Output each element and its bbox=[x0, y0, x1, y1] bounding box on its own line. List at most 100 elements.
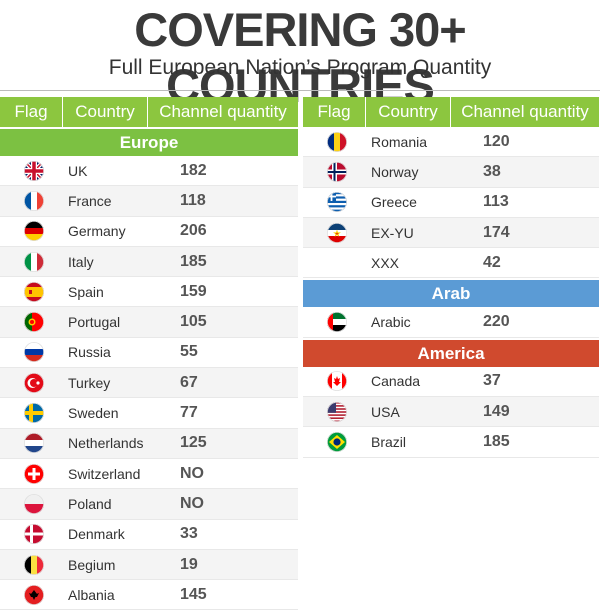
left-table-header: Flag Country Channel quantity bbox=[0, 97, 298, 127]
country-name: Sweden bbox=[68, 405, 119, 422]
denmark-flag-icon bbox=[24, 524, 44, 545]
section-europe: Europe bbox=[0, 129, 298, 156]
channel-quantity: 145 bbox=[180, 585, 207, 603]
table-row: Arabic 220 bbox=[303, 307, 599, 338]
country-name: Denmark bbox=[68, 526, 125, 543]
exyu-flag-icon bbox=[327, 222, 347, 243]
flag-cell bbox=[0, 160, 68, 181]
spain-flag-icon bbox=[24, 281, 44, 302]
page-subtitle: Full European Nation’s Program Quantity bbox=[108, 56, 492, 79]
italy-flag-icon bbox=[24, 251, 44, 272]
table-row: Italy 185 bbox=[0, 246, 298, 278]
right-table-header: Flag Country Channel quantity bbox=[303, 97, 599, 127]
flag-cell bbox=[0, 524, 68, 545]
table-row: Portugal 105 bbox=[0, 307, 298, 338]
table-row: Poland NO bbox=[0, 489, 298, 520]
table-row: Greece 113 bbox=[303, 188, 599, 218]
flag-cell bbox=[303, 401, 371, 422]
flag-cell bbox=[303, 371, 371, 392]
country-name: Albania bbox=[68, 586, 115, 603]
flag-cell bbox=[303, 312, 371, 333]
table-row: Begium 19 bbox=[0, 549, 298, 581]
table-row: EX-YU 174 bbox=[303, 217, 599, 249]
russia-flag-icon bbox=[24, 342, 44, 363]
country-name: Canada bbox=[371, 373, 421, 390]
table-row: Spain 159 bbox=[0, 277, 298, 308]
channel-quantity: 19 bbox=[180, 555, 198, 573]
arab-list: Arabic 220 bbox=[303, 307, 599, 338]
greece-flag-icon bbox=[327, 192, 347, 213]
country-name: Switzerland bbox=[68, 465, 141, 482]
country-name: Netherlands bbox=[68, 435, 144, 452]
flag-cell bbox=[0, 342, 68, 363]
sweden-flag-icon bbox=[24, 403, 44, 424]
country-name: Russia bbox=[68, 344, 111, 361]
table-row: Sweden 77 bbox=[0, 398, 298, 429]
channel-quantity: 105 bbox=[180, 313, 207, 331]
norway-flag-icon bbox=[327, 161, 347, 182]
channel-quantity: 113 bbox=[483, 193, 509, 211]
divider bbox=[0, 90, 600, 91]
table-row: Romania 120 bbox=[303, 127, 599, 158]
flag-cell bbox=[303, 131, 371, 152]
flag-cell bbox=[0, 493, 68, 514]
channel-quantity: NO bbox=[180, 494, 204, 512]
table-row: Germany 206 bbox=[0, 217, 298, 247]
flag-cell bbox=[0, 403, 68, 424]
channel-quantity: 118 bbox=[180, 191, 206, 209]
channel-quantity: 55 bbox=[180, 343, 198, 361]
table-row: Canada 37 bbox=[303, 367, 599, 398]
table-row: Russia 55 bbox=[0, 338, 298, 369]
flag-cell bbox=[0, 312, 68, 333]
table-row: Switzerland NO bbox=[0, 459, 298, 490]
canada-flag-icon bbox=[327, 371, 347, 392]
channel-quantity: 38 bbox=[483, 162, 501, 180]
brazil-flag-icon bbox=[327, 432, 347, 453]
flag-cell bbox=[303, 432, 371, 453]
table-row: Netherlands 125 bbox=[0, 428, 298, 459]
channel-quantity: 185 bbox=[180, 252, 207, 270]
country-name: USA bbox=[371, 403, 400, 420]
table-row: Brazil 185 bbox=[303, 427, 599, 458]
channel-quantity: 159 bbox=[180, 282, 207, 300]
page-title: COVERING 30+ COUNTRIES bbox=[134, 3, 466, 112]
channel-quantity: 42 bbox=[483, 253, 501, 271]
channel-quantity: 67 bbox=[180, 373, 198, 391]
channel-quantity: 206 bbox=[180, 222, 207, 240]
country-name: Poland bbox=[68, 495, 112, 512]
usa-flag-icon bbox=[327, 401, 347, 422]
albania-flag-icon bbox=[24, 584, 44, 605]
table-row: UK 182 bbox=[0, 156, 298, 187]
table-row: Turkey 67 bbox=[0, 368, 298, 399]
table-row: Norway 38 bbox=[303, 157, 599, 188]
uae-flag-icon bbox=[327, 312, 347, 333]
table-row: France 118 bbox=[0, 186, 298, 217]
flag-cell bbox=[0, 584, 68, 605]
romania-flag-icon bbox=[327, 131, 347, 152]
flag-cell bbox=[0, 281, 68, 302]
flag-cell bbox=[303, 161, 371, 182]
channel-quantity: 220 bbox=[483, 313, 510, 331]
flag-cell bbox=[0, 554, 68, 575]
channel-quantity: 37 bbox=[483, 372, 501, 390]
flag-cell bbox=[0, 221, 68, 242]
channel-quantity: 149 bbox=[483, 402, 510, 420]
channel-quantity: 185 bbox=[483, 433, 510, 451]
america-list: Canada 37 USA 149 Brazil 185 bbox=[303, 367, 599, 458]
channel-quantity: 182 bbox=[180, 161, 207, 179]
section-america: America bbox=[303, 339, 599, 367]
country-name: UK bbox=[68, 162, 88, 179]
flag-cell bbox=[0, 433, 68, 454]
header-channel-quantity: Channel quantity bbox=[461, 102, 589, 121]
country-name: Romania bbox=[371, 133, 428, 150]
portugal-flag-icon bbox=[24, 312, 44, 333]
country-name: France bbox=[68, 192, 112, 209]
channel-quantity: 33 bbox=[180, 525, 198, 543]
left-table: Flag Country Channel quantity Europe UK 1… bbox=[0, 97, 298, 610]
channel-quantity: 174 bbox=[483, 223, 510, 241]
netherlands-flag-icon bbox=[24, 433, 44, 454]
europe-left-list: UK 182 France 118 Germany 206 Italy 185 Spain 159… bbox=[0, 156, 298, 610]
flag-cell bbox=[303, 222, 371, 243]
country-name: Arabic bbox=[371, 314, 411, 331]
country-name: Turkey bbox=[68, 374, 111, 391]
